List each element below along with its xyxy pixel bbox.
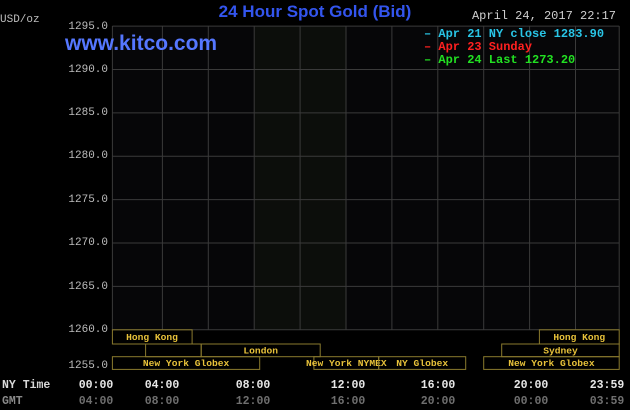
svg-text:New York Globex: New York Globex	[508, 358, 595, 369]
svg-text:London: London	[243, 345, 278, 356]
svg-text:Sydney: Sydney	[543, 345, 578, 356]
svg-text:New York NYMEX: New York NYMEX	[306, 358, 387, 369]
svg-text:Hong Kong: Hong Kong	[553, 332, 605, 343]
svg-text:NY Globex: NY Globex	[396, 358, 448, 369]
svg-text:Hong Kong: Hong Kong	[126, 332, 178, 343]
svg-text:New York Globex: New York Globex	[143, 358, 230, 369]
